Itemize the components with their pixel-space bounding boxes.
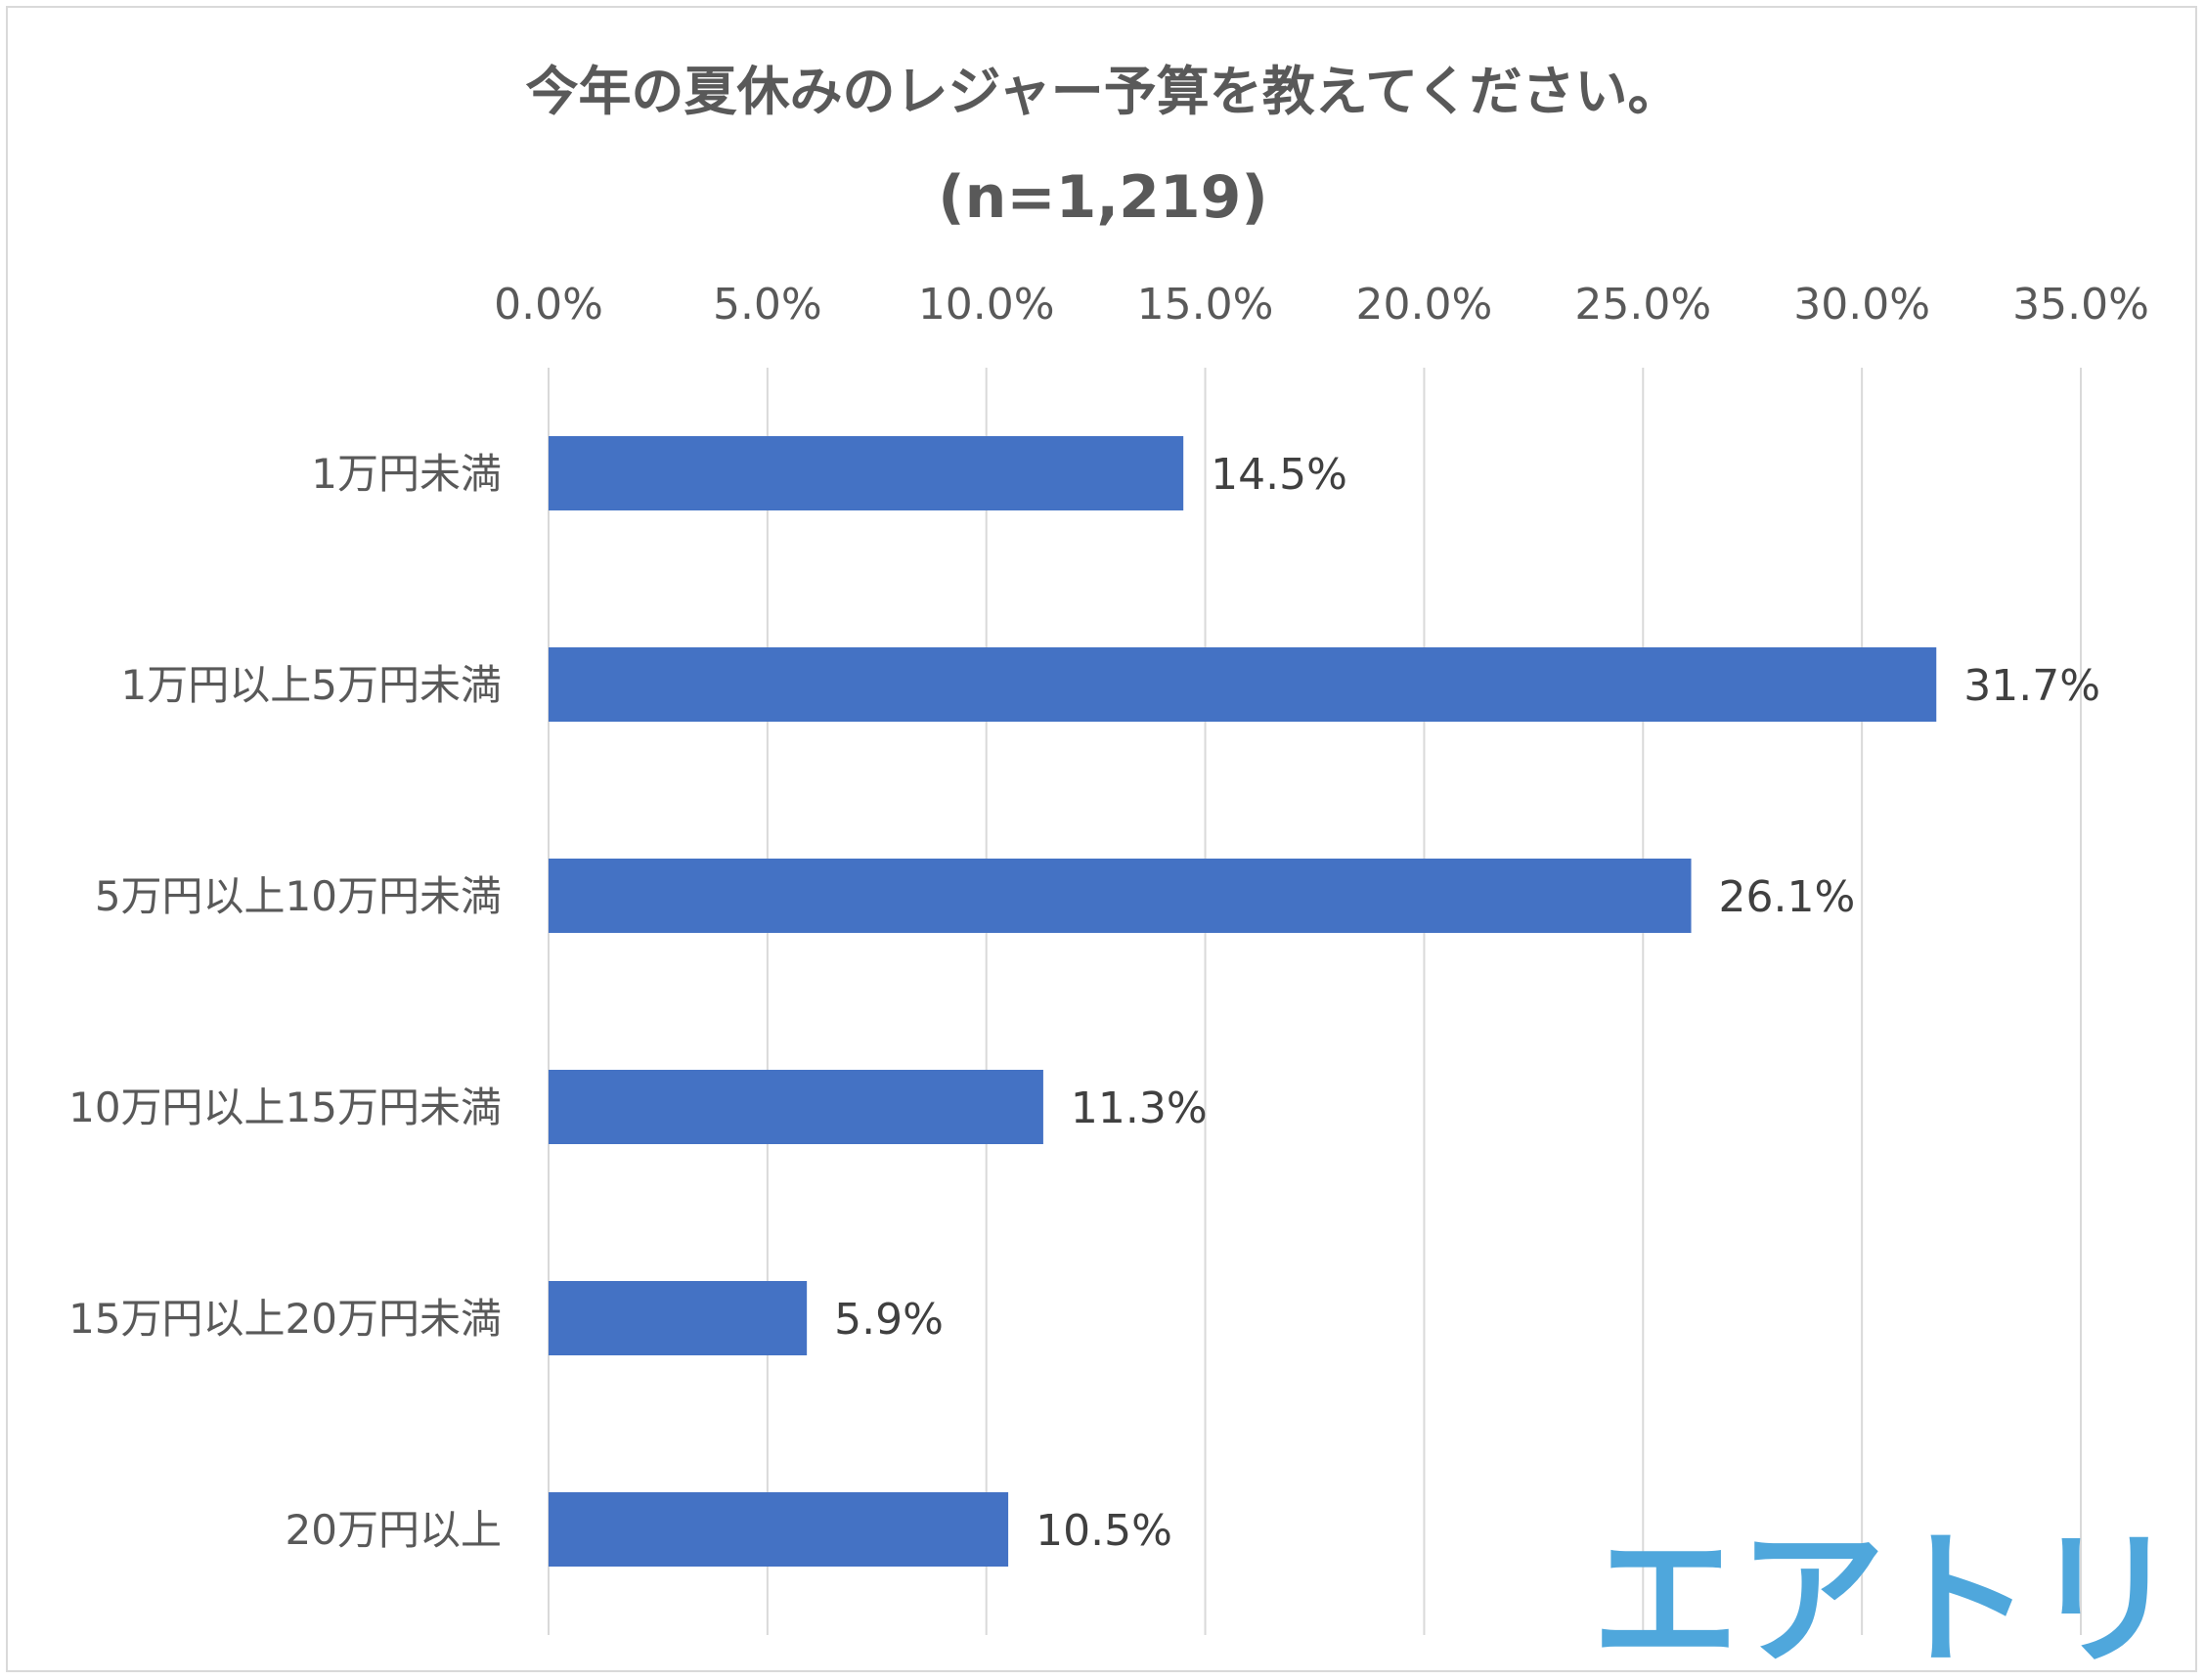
category-label: 20万円以上	[286, 1506, 502, 1554]
bar	[549, 1492, 1009, 1567]
category-label: 15万円以上20万円未満	[68, 1295, 502, 1343]
data-label: 11.3%	[1071, 1083, 1208, 1133]
x-tick-label: 35.0%	[2012, 280, 2149, 330]
airtrip-logo: エアトリ	[1592, 1516, 2179, 1680]
x-tick-label: 10.0%	[918, 280, 1055, 330]
x-tick-label: 5.0%	[713, 280, 822, 330]
category-label: 5万円以上10万円未満	[95, 872, 502, 920]
gridlines	[548, 368, 2082, 1635]
x-tick-label: 20.0%	[1356, 280, 1493, 330]
x-axis-ticks: 0.0% 5.0% 10.0% 15.0% 20.0% 25.0% 30.0% 35.0%	[494, 280, 2149, 330]
category-label: 10万円以上15万円未満	[68, 1083, 502, 1131]
bar	[549, 436, 1184, 510]
data-labels: 14.5% 31.7% 26.1% 11.3% 5.9% 10.5%	[834, 450, 2100, 1556]
data-label: 31.7%	[1963, 661, 2100, 711]
bar	[549, 647, 1937, 722]
chart-title: 今年の夏休みのレジャー予算を教えてください。	[526, 61, 1681, 122]
x-tick-label: 30.0%	[1793, 280, 1930, 330]
chart-frame	[6, 6, 2197, 1672]
category-labels: 1万円未満 1万円以上5万円未満 5万円以上10万円未満 10万円以上15万円未満 15…	[68, 450, 502, 1554]
bar	[549, 859, 1692, 933]
x-tick-label: 15.0%	[1137, 280, 1274, 330]
bars	[549, 436, 1937, 1567]
category-label: 1万円未満	[311, 450, 502, 498]
x-tick-label: 0.0%	[494, 280, 603, 330]
data-label: 5.9%	[834, 1295, 944, 1345]
category-label: 1万円以上5万円未満	[121, 661, 502, 709]
data-label: 14.5%	[1211, 450, 1347, 500]
bar	[549, 1070, 1043, 1144]
bar	[549, 1281, 808, 1355]
x-tick-label: 25.0%	[1574, 280, 1711, 330]
chart-subtitle: (n=1,219)	[938, 163, 1268, 232]
data-label: 26.1%	[1719, 872, 1856, 922]
data-label: 10.5%	[1036, 1506, 1172, 1556]
